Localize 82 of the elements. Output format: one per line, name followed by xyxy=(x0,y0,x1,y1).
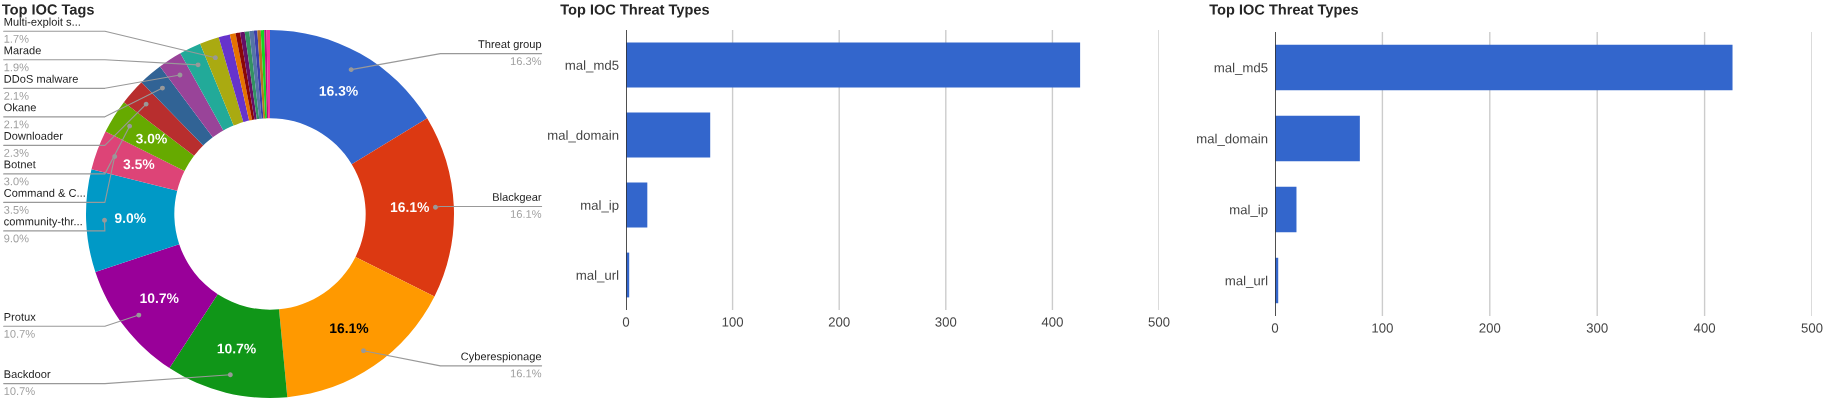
x-tick-label: 100 xyxy=(722,317,744,327)
y-tick-label: mal_ip xyxy=(1230,204,1268,218)
chart-title: Top IOC Threat Types xyxy=(1209,4,1358,18)
donut-slice xyxy=(105,102,195,172)
x-tick-label: 200 xyxy=(1479,323,1501,333)
slice-label: Protux xyxy=(4,313,36,321)
donut-slice xyxy=(270,30,428,165)
data-label: 9.0% xyxy=(114,213,146,223)
x-tick-label: 400 xyxy=(1693,323,1716,333)
text: 2.3% xyxy=(4,148,29,157)
bar xyxy=(626,112,711,158)
text: 2.1% xyxy=(4,91,29,100)
slice-label: Multi-exploit s... xyxy=(4,17,80,28)
x-tick-label: 100 xyxy=(1372,323,1393,333)
data-label: 16.1% xyxy=(330,323,369,334)
slice-label: community-thr... xyxy=(4,217,82,228)
slice-label: Backdoor xyxy=(4,369,51,379)
data-label: 10.7% xyxy=(217,343,256,354)
slice-label: Cyberespionage xyxy=(461,352,542,363)
x-tick-label: 500 xyxy=(1801,323,1823,333)
donut-slice xyxy=(229,33,253,121)
text: 16.1% xyxy=(510,369,542,378)
x-tick-label: 300 xyxy=(935,317,957,327)
donut-slice xyxy=(351,118,454,297)
text: 2.1% xyxy=(4,120,29,129)
y-tick-label: mal_md5 xyxy=(1214,62,1268,75)
slice-label: Blackgear xyxy=(493,192,542,204)
y-tick-label: mal_domain xyxy=(1197,133,1268,146)
donut-slice xyxy=(200,37,244,126)
bar xyxy=(1275,44,1733,91)
donut-slice xyxy=(249,30,262,119)
data-label: 3.0% xyxy=(135,133,167,144)
text: 3.0% xyxy=(4,177,29,186)
donut-slice xyxy=(257,30,266,119)
donut-slice xyxy=(86,169,180,272)
data-label: 16.3% xyxy=(319,85,358,96)
bar xyxy=(1275,186,1297,233)
chart-title: Top IOC Tags xyxy=(1,4,94,18)
donut-slice xyxy=(279,256,435,398)
slice-label: DDoS malware xyxy=(4,74,78,83)
slice-label: Downloader xyxy=(4,131,63,140)
donut-slice xyxy=(244,31,260,120)
x-tick-label: 500 xyxy=(1148,317,1170,327)
bar xyxy=(626,182,648,228)
donut-slice xyxy=(180,43,234,131)
donut-slice xyxy=(253,30,264,119)
donut-slice xyxy=(123,82,204,156)
y-tick-label: mal_url xyxy=(1225,275,1268,288)
slice-label: Command & C... xyxy=(4,188,85,197)
donut-slice xyxy=(240,31,257,120)
chart-title: Top IOC Threat Types xyxy=(560,4,709,18)
y-tick-label: mal_ip xyxy=(581,200,619,213)
text: 10.7% xyxy=(4,329,35,338)
slice-label: Threat group xyxy=(478,39,542,51)
donut-slice xyxy=(218,34,250,123)
x-tick-label: 400 xyxy=(1041,317,1063,327)
donut-slice xyxy=(91,131,185,191)
x-tick-label: 300 xyxy=(1586,323,1608,333)
donut-slice xyxy=(260,30,267,119)
text: 1.9% xyxy=(4,63,29,72)
slice-label: Botnet xyxy=(4,160,36,169)
data-label: 16.1% xyxy=(390,202,430,213)
bar xyxy=(626,42,1081,88)
slice-label: Okane xyxy=(4,103,36,112)
text: 3.5% xyxy=(4,206,29,214)
text: 1.7% xyxy=(4,34,29,43)
bar xyxy=(1275,115,1360,162)
data-label: 3.5% xyxy=(123,159,155,170)
x-tick-label: 0 xyxy=(622,317,630,327)
donut-slice xyxy=(95,244,218,369)
y-tick-label: mal_md5 xyxy=(565,60,619,73)
text: 9.0% xyxy=(4,234,29,243)
x-tick-label: 200 xyxy=(828,317,850,327)
y-tick-label: mal_url xyxy=(576,270,619,283)
y-tick-label: mal_domain xyxy=(548,130,619,143)
data-label: 10.7% xyxy=(140,293,179,304)
text: 16.1% xyxy=(510,210,542,218)
x-tick-label: 0 xyxy=(1271,323,1279,333)
text: 10.7% xyxy=(4,387,35,396)
text: 16.3% xyxy=(510,57,542,66)
donut-slice xyxy=(235,32,255,121)
slice-label: Marade xyxy=(4,46,41,55)
